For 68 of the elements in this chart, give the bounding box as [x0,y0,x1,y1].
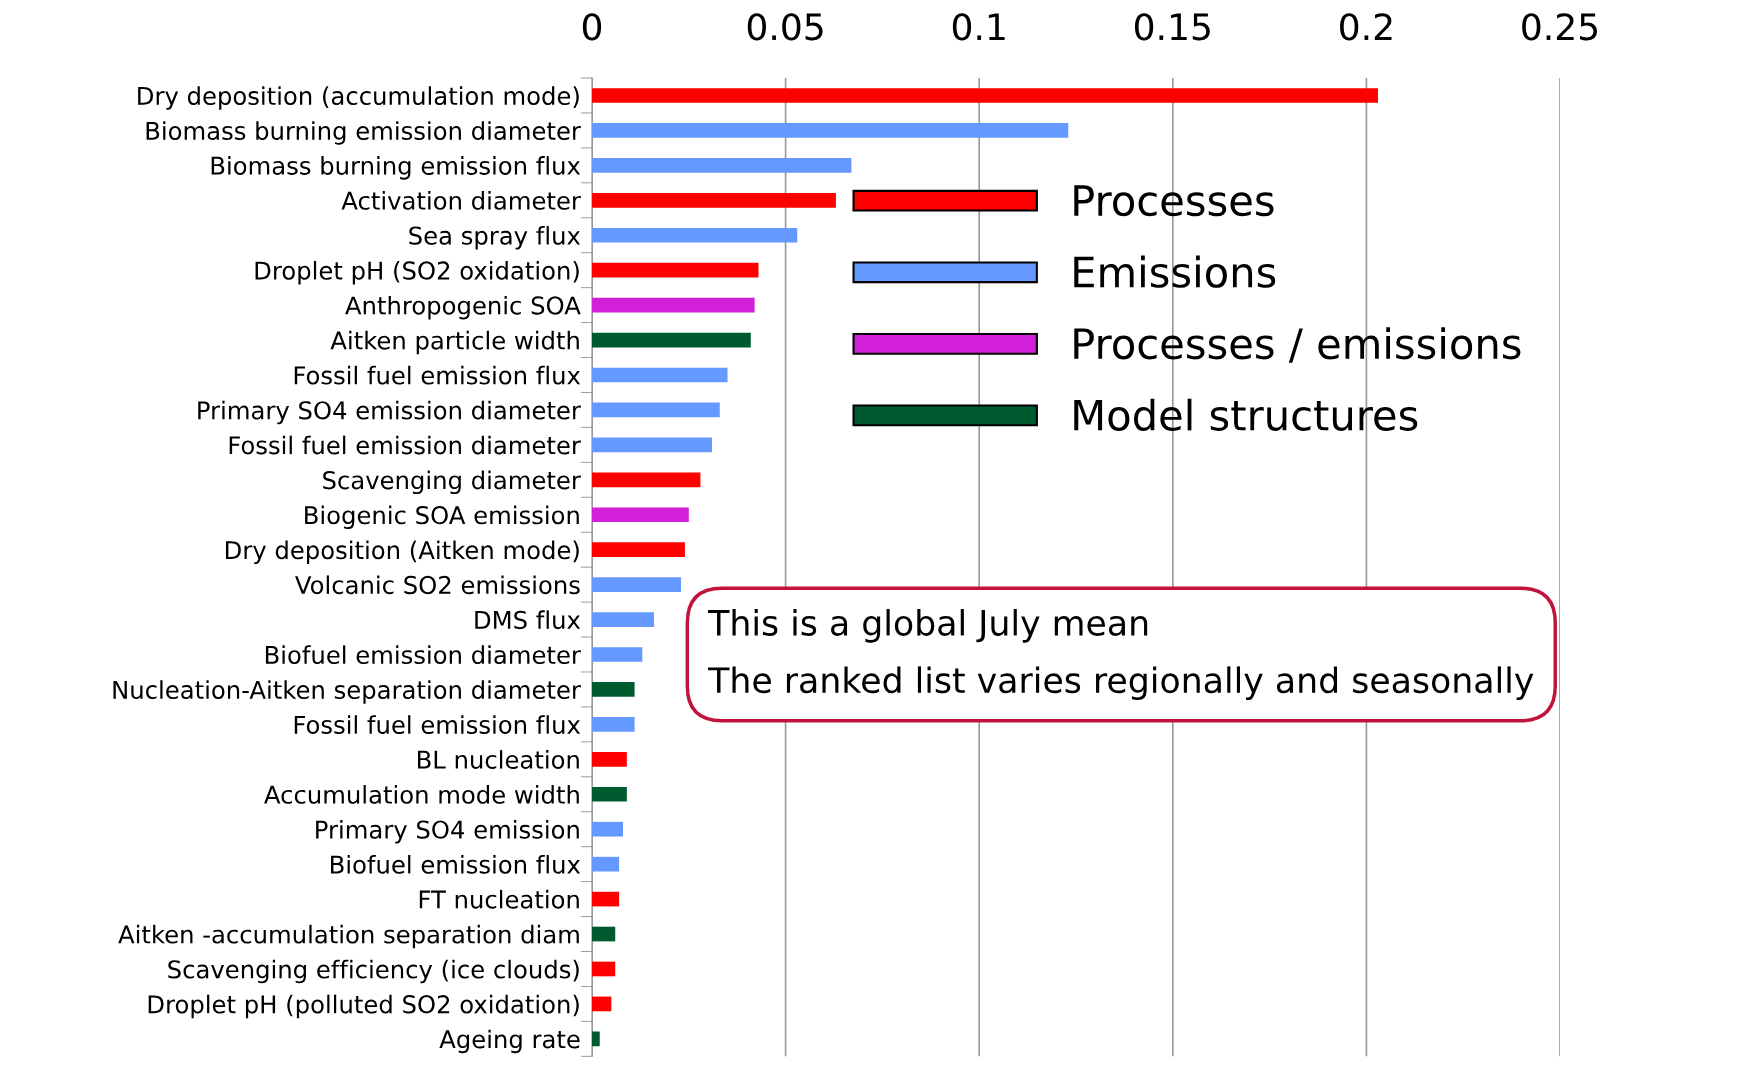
x-tick-label: 0.1 [952,13,1005,41]
bar [592,682,635,697]
y-tick-label: FT nucleation [419,889,579,909]
bar [592,1031,600,1047]
y-tick-label: Droplet pH (polluted SO2 oxidation) [148,994,579,1019]
y-tick-label: Biomass burning emission diameter [146,121,581,145]
x-tick-label: 0.25 [1522,13,1598,41]
bar [592,961,616,977]
bar [592,367,728,383]
bar [592,192,836,208]
y-tick-label: Scavenging efficiency (ice clouds) [168,959,579,984]
bar [592,472,701,488]
bar [592,123,1069,138]
bar [592,402,720,418]
annotation: This is a global July mean [708,609,1148,643]
bar [592,297,755,313]
bar [592,437,713,453]
y-tick-label: Dry deposition (accumulation mode) [138,86,579,110]
legend-label: Processes [1074,185,1274,217]
bar [592,926,616,942]
x-tick-label: 0.2 [1340,13,1392,41]
y-tick-label: Biofuel emission diameter [265,645,581,665]
bar [592,262,759,278]
bar [592,577,682,592]
y-tick-label: Volcanic SO2 emissions [295,575,580,595]
y-tick-label: Biomass burning emission flux [211,156,581,180]
x-tick-label: 0.15 [1134,13,1210,41]
y-tick-label: Droplet pH (SO2 oxidation) [255,260,579,285]
bar [592,786,627,802]
y-tick-label: Fossil fuel emission flux [294,365,581,385]
y-tick-label: Anthropogenic SOA [345,295,581,320]
bar [592,891,620,907]
y-tick-label: Biogenic SOA emission [305,505,579,530]
y-tick-label: Aitken -accumulation separation diam [118,924,579,949]
bar [592,227,798,243]
y-tick-label: Activation diameter [341,191,581,210]
y-tick-label: Accumulation mode width [264,785,579,804]
y-tick-label: DMS flux [475,610,581,630]
bar [592,88,1379,103]
bar [592,717,635,732]
bar [592,996,612,1012]
y-tick-label: Aitken particle width [330,330,579,355]
y-tick-label: Scavenging diameter [323,470,581,495]
y-tick-label: Fossil fuel emission flux [294,715,581,734]
bar [592,332,751,348]
bar [592,647,643,662]
bar [592,507,689,523]
legend-label: Emissions [1074,255,1276,288]
y-tick-label: Primary SO4 emission diameter [198,400,581,425]
y-tick-label: BL nucleation [418,750,579,769]
y-tick-label: Biofuel emission flux [331,854,581,874]
annotation: The ranked list varies regionally and seasonally [708,666,1534,700]
bar [592,612,654,627]
legend-label: Model structures [1074,398,1418,431]
x-tick-label: 0.05 [747,13,823,41]
legend-label: Processes / emissions [1074,327,1521,363]
y-tick-label: Nucleation-Aitken separation diameter [113,680,581,704]
bar [592,752,627,767]
bar [592,542,685,558]
bar [592,158,852,173]
y-tick-label: Primary SO4 emission [316,819,579,844]
bar [592,821,623,837]
y-tick-label: Sea spray flux [409,226,581,250]
x-tick-label: 0 [582,13,602,41]
y-tick-label: Dry deposition (Aitken mode) [225,540,579,564]
bar [592,856,620,872]
y-tick-label: Ageing rate [439,1029,580,1054]
y-tick-label: Fossil fuel emission diameter [229,435,581,455]
